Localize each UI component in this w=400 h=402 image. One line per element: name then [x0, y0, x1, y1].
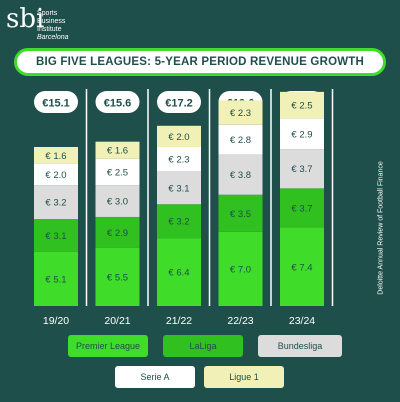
segment-label: € 1.6 — [45, 151, 66, 162]
bar-segment — [218, 231, 263, 306]
segment-label: € 2.3 — [168, 155, 189, 166]
category-label: 22/23 — [227, 315, 253, 327]
bar-segment — [280, 91, 324, 119]
brand-line-3: Institute — [37, 26, 62, 33]
legend-premier-league-label: Premier League — [75, 341, 141, 351]
bar-segment — [218, 194, 263, 232]
brand-logo-mark: sbi — [6, 4, 45, 34]
legend-premier-league: Premier League — [68, 335, 148, 357]
segment-label: € 1.6 — [107, 146, 128, 157]
bar-segment — [157, 238, 201, 306]
total-pill — [157, 91, 201, 113]
legend-laliga: LaLiga — [163, 335, 243, 357]
source-note: Deloitte Annual Review of Football Finan… — [377, 161, 385, 295]
segment-label: € 3.7 — [291, 203, 312, 214]
bar-segment — [95, 216, 140, 248]
segment-label: € 2.9 — [107, 228, 128, 239]
category-label: 20/21 — [104, 315, 130, 327]
bar-segment — [280, 149, 324, 189]
brand-line-1: Sports — [37, 10, 58, 17]
segment-label: € 6.4 — [168, 268, 189, 279]
bar-segment — [157, 204, 201, 239]
segment-label: € 7.0 — [230, 264, 251, 275]
bar-segment — [34, 251, 78, 306]
bar-segment — [95, 141, 140, 159]
segment-label: € 2.0 — [45, 170, 66, 181]
segment-label: € 7.4 — [291, 262, 312, 273]
bar-segment — [280, 188, 324, 228]
category-label: 21/22 — [166, 315, 192, 327]
segment-label: € 2.3 — [230, 108, 251, 119]
total-pill — [95, 91, 140, 113]
segment-label: € 3.0 — [107, 197, 128, 208]
legend-serie-a: Serie A — [115, 366, 195, 388]
segment-label: € 3.7 — [291, 164, 312, 175]
legend-bundesliga-label: Bundesliga — [277, 341, 323, 351]
bar-segment — [95, 158, 140, 186]
chart-title-box: BIG FIVE LEAGUES: 5-YEAR PERIOD REVENUE … — [14, 48, 386, 76]
segment-label: € 2.0 — [168, 132, 189, 143]
bar-segment — [280, 227, 324, 306]
segment-label: € 3.2 — [168, 217, 189, 228]
segment-label: € 3.5 — [230, 209, 251, 220]
segment-label: € 2.9 — [291, 129, 312, 140]
bar-segment — [218, 100, 263, 125]
segment-label: € 5.1 — [45, 274, 66, 285]
segment-label: € 2.5 — [107, 167, 128, 178]
bar-segment — [34, 163, 78, 186]
segment-label: € 3.8 — [230, 170, 251, 181]
bar-segment — [218, 154, 263, 195]
legend-bundesliga: Bundesliga — [258, 335, 342, 357]
segment-label: € 3.1 — [45, 231, 66, 242]
brand-logo-text: Sports Business Institute Barcelona — [37, 10, 97, 42]
bar-segment — [34, 147, 78, 164]
bar-segment — [95, 185, 140, 217]
bar-segment — [157, 171, 201, 205]
bar-segment — [95, 247, 140, 306]
total-pill — [34, 91, 78, 113]
total-label: €15.6 — [104, 98, 132, 110]
brand-line-4: Barcelona — [37, 34, 69, 41]
legend-serie-a-label: Serie A — [140, 372, 170, 382]
segment-label: € 3.1 — [168, 183, 189, 194]
chart-title: BIG FIVE LEAGUES: 5-YEAR PERIOD REVENUE … — [35, 56, 365, 68]
legend-laliga-label: LaLiga — [189, 341, 217, 351]
bar-segment — [34, 219, 78, 252]
segment-label: € 2.5 — [291, 101, 312, 112]
category-label: 23/24 — [289, 315, 315, 327]
segment-label: € 2.8 — [230, 135, 251, 146]
bar-segment — [280, 118, 324, 150]
bar-segment — [218, 124, 263, 155]
legend-ligue-1: Ligue 1 — [204, 366, 284, 388]
legend-ligue-1-label: Ligue 1 — [229, 372, 259, 382]
bar-segment — [34, 185, 78, 220]
bar-segment — [157, 147, 201, 172]
total-label: €17.2 — [165, 98, 193, 110]
category-label: 19/20 — [43, 315, 69, 327]
bar-segment — [157, 125, 201, 147]
segment-label: € 5.5 — [107, 272, 128, 283]
segment-label: € 3.2 — [45, 198, 66, 209]
brand-line-2: Business — [37, 18, 66, 25]
total-label: €15.1 — [42, 98, 70, 110]
